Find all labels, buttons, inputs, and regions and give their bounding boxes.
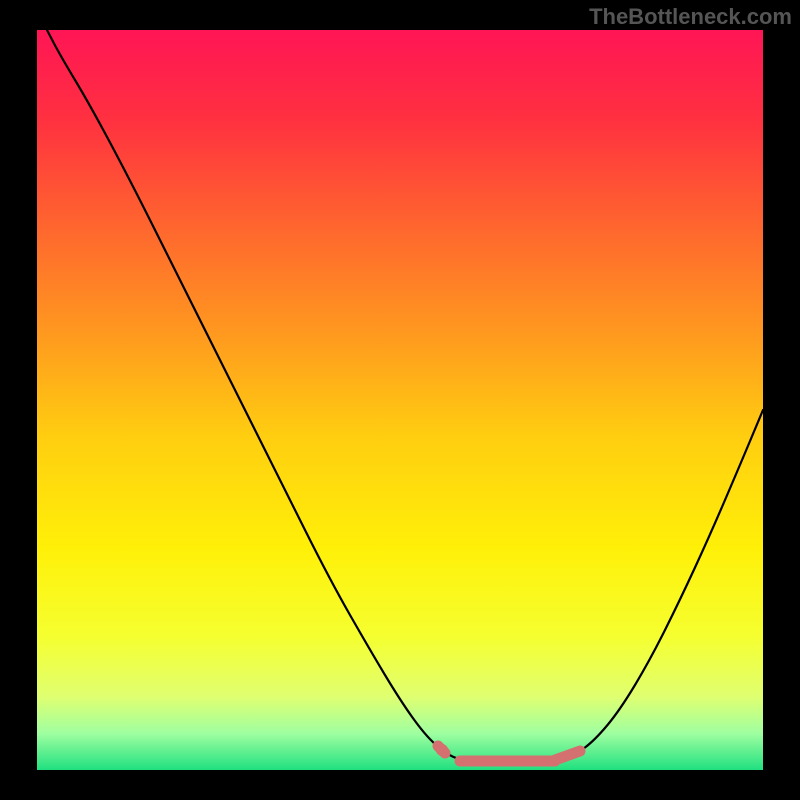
chart-svg (0, 0, 800, 800)
bottleneck-chart: TheBottleneck.com (0, 0, 800, 800)
watermark-label: TheBottleneck.com (589, 4, 792, 30)
